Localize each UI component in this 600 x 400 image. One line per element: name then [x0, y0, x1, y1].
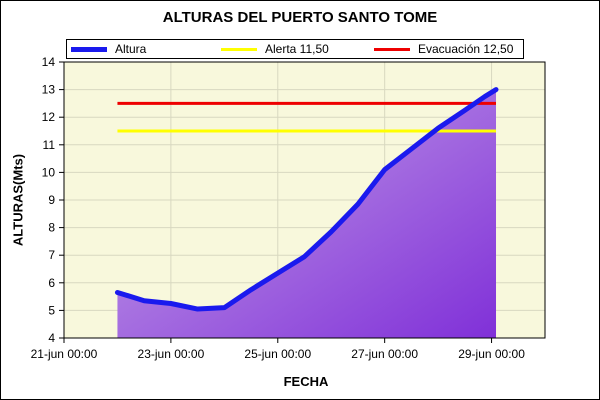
x-tick-label: 27-jun 00:00: [351, 347, 418, 361]
y-tick-label: 4: [48, 331, 55, 345]
y-tick-label: 7: [48, 248, 55, 262]
y-tick-label: 8: [48, 221, 55, 235]
y-tick-label: 6: [48, 276, 55, 290]
legend-item-alerta: Alerta 11,50: [221, 42, 329, 56]
legend-swatch-alerta: [221, 48, 257, 52]
y-tick-label: 14: [42, 55, 56, 69]
altura-area-fill: [117, 89, 497, 338]
altura-line: [114, 87, 499, 312]
y-tick-label: 5: [48, 303, 55, 317]
legend: Altura Alerta 11,50 Evacuación 12,50: [66, 39, 524, 59]
y-tick-label: 12: [42, 110, 56, 124]
plot-border: [63, 61, 546, 339]
legend-label-evacuacion: Evacuación 12,50: [418, 42, 514, 56]
x-tick-label: 23-jun 00:00: [138, 347, 205, 361]
legend-swatch-altura: [71, 47, 107, 53]
y-tick-label: 10: [42, 165, 56, 179]
legend-item-altura: Altura: [71, 42, 146, 56]
legend-label-alerta: Alerta 11,50: [265, 42, 329, 56]
legend-label-altura: Altura: [115, 42, 147, 56]
y-tick-label: 11: [43, 138, 56, 152]
legend-item-evacuacion: Evacuación 12,50: [374, 42, 513, 56]
y-tick-label: 13: [42, 83, 56, 97]
chart-title: ALTURAS DEL PUERTO SANTO TOME: [162, 9, 438, 26]
x-axis-label: FECHA: [283, 374, 329, 389]
legend-swatch-evacuacion: [374, 48, 410, 52]
x-tick-label: 25-jun 00:00: [244, 347, 311, 361]
y-axis-label: ALTURAS(Mts): [10, 153, 26, 247]
x-tick-label: 29-jun 00:00: [458, 347, 525, 361]
y-tick-label: 9: [48, 193, 55, 207]
x-tick-label: 21-jun 00:00: [31, 347, 98, 361]
